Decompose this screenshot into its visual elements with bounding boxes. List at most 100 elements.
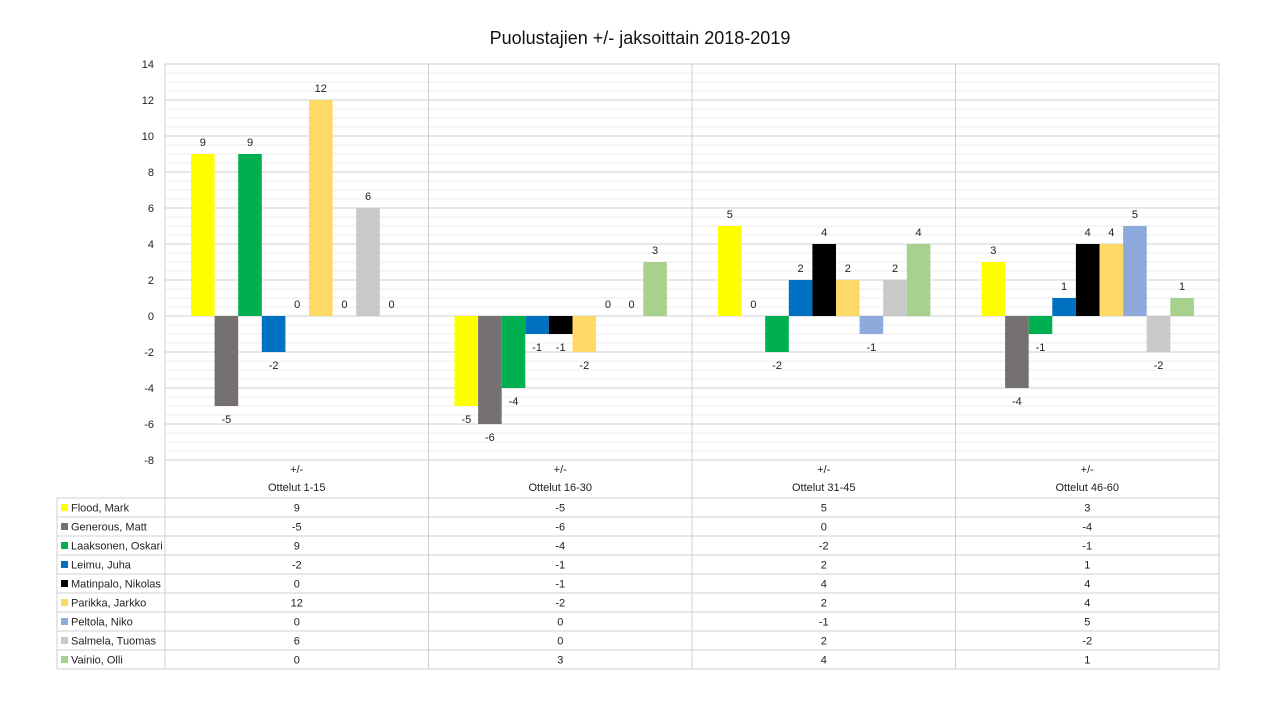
bar [836,280,860,316]
bar [548,316,573,334]
table-cell: -5 [292,522,302,534]
data-label: -1 [532,342,542,354]
table-cell: -4 [555,541,565,553]
table-cell: 0 [557,617,563,629]
bar [478,316,502,424]
table-cell: 3 [1084,503,1090,515]
y-tick-label: 10 [142,131,154,143]
legend-label: Leimu, Juha [71,560,132,572]
data-label: -1 [1036,342,1046,354]
data-label: 0 [628,299,634,311]
table-cell: 1 [1084,655,1090,667]
table-cell: -1 [819,617,829,629]
data-label: 5 [1132,209,1138,221]
table-cell: 0 [294,617,300,629]
bar [1146,316,1171,352]
table-cell: -1 [1082,541,1092,553]
bar [981,262,1006,316]
legend-label: Parikka, Jarkko [71,598,146,610]
data-label: 2 [798,263,804,275]
bar [1099,244,1124,316]
y-tick-label: 12 [142,95,154,107]
table-cell: 5 [1084,617,1090,629]
table-cell: 2 [821,560,827,572]
bar [1005,316,1029,388]
legend-label: Salmela, Tuomas [71,636,156,648]
data-label: 4 [821,227,827,239]
bar [1075,244,1100,316]
y-tick-label: 4 [148,239,154,251]
data-label: 0 [750,299,756,311]
y-tick-label: 14 [142,59,154,71]
bar [238,154,262,316]
bar [1123,226,1147,316]
data-label: -2 [269,360,279,372]
data-label: 0 [294,299,300,311]
table-cell: 5 [821,503,827,515]
bar [1028,316,1053,334]
table-cell: -6 [555,522,565,534]
data-label: 0 [341,299,347,311]
table-cell: -2 [819,541,829,553]
table-cell: 6 [294,636,300,648]
category-label-top: +/- [290,464,303,476]
legend-label: Flood, Mark [71,503,130,515]
table-cell: -2 [555,598,565,610]
bar [718,226,742,316]
category-label-top: +/- [817,464,830,476]
legend-label: Vainio, Olli [71,655,123,667]
legend-swatch [61,542,68,549]
bar [1170,298,1194,316]
bar [501,316,526,388]
table-cell: 4 [821,579,827,591]
data-label: -6 [485,432,495,444]
category-label: Ottelut 46-60 [1055,482,1119,494]
y-tick-label: -6 [144,419,154,431]
legend-label: Generous, Matt [71,522,147,534]
table-cell: 4 [1084,579,1090,591]
table-cell: 3 [557,655,563,667]
legend-swatch [61,561,68,568]
bar [883,280,907,316]
data-label: 0 [605,299,611,311]
data-label: 4 [916,227,922,239]
table-cell: -1 [555,560,565,572]
bar [356,208,380,316]
legend-swatch [61,599,68,606]
category-label-top: +/- [1081,464,1094,476]
data-label: 2 [845,263,851,275]
bar [1052,298,1076,316]
table-cell: 0 [821,522,827,534]
category-label: Ottelut 16-30 [528,482,592,494]
table-cell: -1 [555,579,565,591]
y-tick-label: 2 [148,275,154,287]
data-label: 9 [247,137,253,149]
table-cell: -5 [555,503,565,515]
category-label: Ottelut 1-15 [268,482,325,494]
legend-label: Matinpalo, Nikolas [71,579,161,591]
data-label: 0 [389,299,395,311]
data-label: 1 [1179,281,1185,293]
category-label-top: +/- [554,464,567,476]
legend-swatch [61,504,68,511]
legend-swatch [61,618,68,625]
category-label: Ottelut 31-45 [792,482,856,494]
bar [572,316,597,352]
bar [191,154,215,316]
y-tick-label: 0 [148,311,154,323]
table-cell: 0 [294,655,300,667]
table-cell: 9 [294,503,300,515]
legend-swatch [61,580,68,587]
bar [309,100,333,316]
table-cell: 1 [1084,560,1090,572]
data-label: -4 [1012,396,1022,408]
data-label: -5 [222,414,232,426]
table-cell: -2 [1082,636,1092,648]
bar [906,244,931,316]
data-label: -1 [867,342,877,354]
chart-title: Puolustajien +/- jaksoittain 2018-2019 [489,28,791,48]
table-cell: 2 [821,636,827,648]
data-label: -4 [509,396,519,408]
table-cell: 4 [821,655,827,667]
